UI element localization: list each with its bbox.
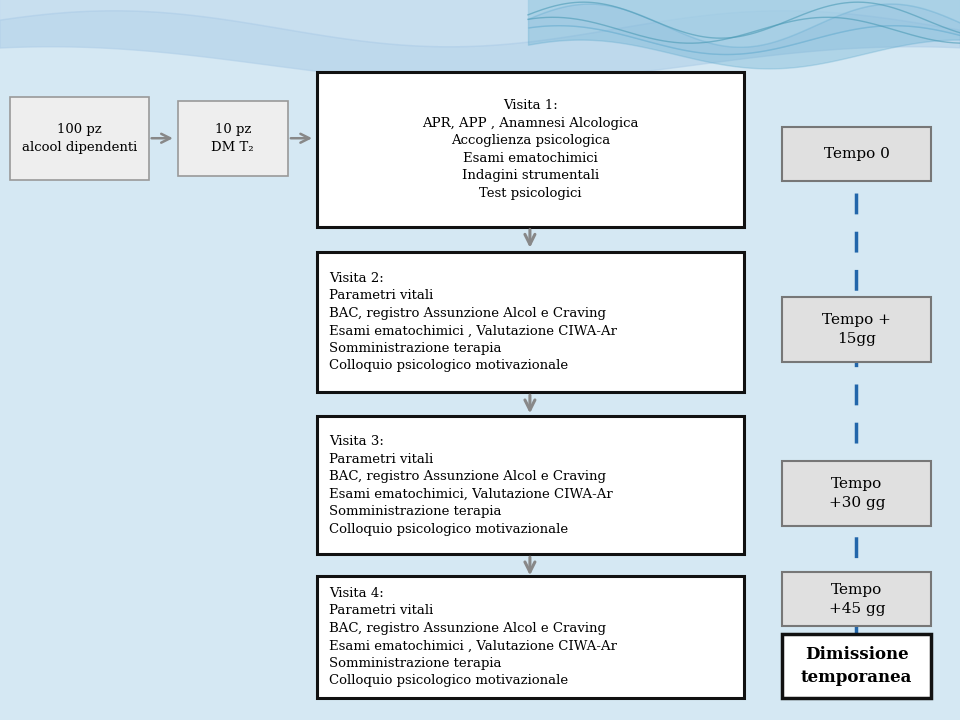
FancyBboxPatch shape xyxy=(317,252,744,392)
FancyBboxPatch shape xyxy=(782,127,931,181)
FancyBboxPatch shape xyxy=(317,72,744,227)
Text: Dimissione
temporanea: Dimissione temporanea xyxy=(801,646,913,686)
Text: Visita 4:
Parametri vitali
BAC, registro Assunzione Alcol e Craving
Esami ematoc: Visita 4: Parametri vitali BAC, registro… xyxy=(329,587,617,688)
FancyBboxPatch shape xyxy=(782,634,931,698)
FancyBboxPatch shape xyxy=(782,297,931,362)
Text: Tempo
+30 gg: Tempo +30 gg xyxy=(828,477,885,510)
Text: Tempo 0: Tempo 0 xyxy=(824,148,890,161)
FancyBboxPatch shape xyxy=(782,461,931,526)
Text: 100 pz
alcool dipendenti: 100 pz alcool dipendenti xyxy=(21,123,137,154)
FancyBboxPatch shape xyxy=(317,576,744,698)
FancyBboxPatch shape xyxy=(317,416,744,554)
Text: Tempo
+45 gg: Tempo +45 gg xyxy=(828,583,885,616)
Text: Visita 1:
APR, APP , Anamnesi Alcologica
Accoglienza psicologica
Esami ematochim: Visita 1: APR, APP , Anamnesi Alcologica… xyxy=(422,99,638,199)
FancyBboxPatch shape xyxy=(178,101,288,176)
Text: 10 pz
DM T₂: 10 pz DM T₂ xyxy=(211,123,254,154)
Text: Visita 3:
Parametri vitali
BAC, registro Assunzione Alcol e Craving
Esami ematoc: Visita 3: Parametri vitali BAC, registro… xyxy=(329,435,613,536)
Text: Tempo +
15gg: Tempo + 15gg xyxy=(823,313,891,346)
FancyBboxPatch shape xyxy=(782,572,931,626)
Text: Visita 2:
Parametri vitali
BAC, registro Assunzione Alcol e Craving
Esami ematoc: Visita 2: Parametri vitali BAC, registro… xyxy=(329,272,617,372)
FancyBboxPatch shape xyxy=(10,97,149,180)
